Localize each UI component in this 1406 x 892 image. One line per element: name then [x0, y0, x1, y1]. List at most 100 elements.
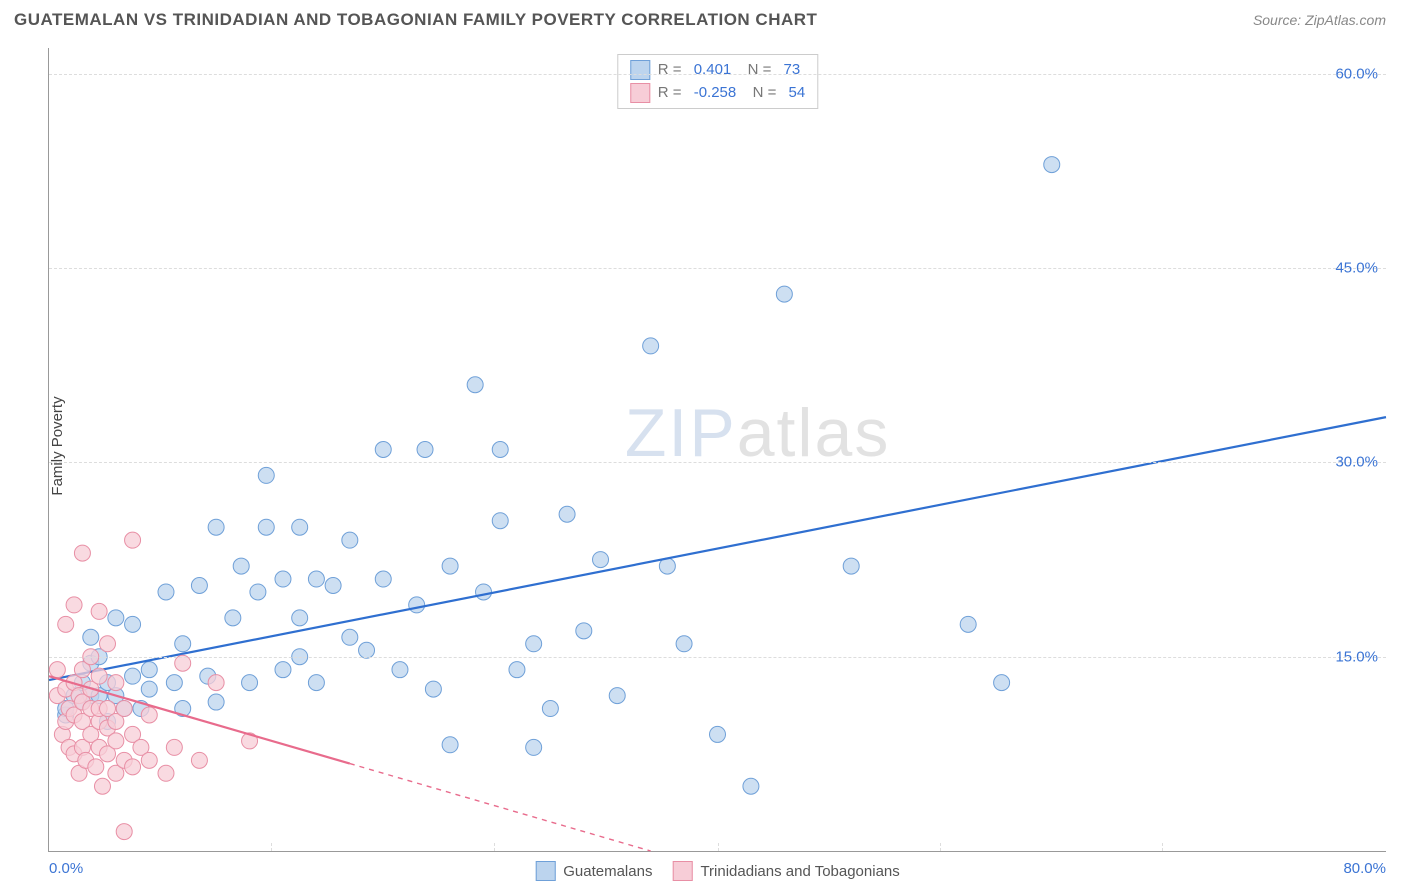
data-point [308, 571, 324, 587]
data-point [542, 701, 558, 717]
data-point [166, 675, 182, 691]
data-point [88, 759, 104, 775]
data-point [258, 467, 274, 483]
stats-row: R = -0.258 N = 54 [630, 82, 805, 105]
data-point [158, 584, 174, 600]
data-point [526, 636, 542, 652]
trend-line [49, 417, 1386, 680]
data-point [108, 610, 124, 626]
data-point [467, 377, 483, 393]
data-point [960, 616, 976, 632]
data-point [49, 662, 65, 678]
data-point [242, 675, 258, 691]
trend-line-extrapolated [350, 764, 651, 851]
x-tick-mark [271, 843, 272, 851]
legend-item: Trinidadians and Tobagonians [672, 861, 899, 881]
data-point [141, 752, 157, 768]
n-value: 54 [784, 82, 805, 105]
data-point [91, 668, 107, 684]
source-attribution: Source: ZipAtlas.com [1253, 12, 1386, 28]
legend-swatch [535, 861, 555, 881]
legend-item: Guatemalans [535, 861, 652, 881]
data-point [208, 519, 224, 535]
data-point [676, 636, 692, 652]
series-legend: Guatemalans Trinidadians and Tobagonians [535, 861, 900, 881]
chart-title: GUATEMALAN VS TRINIDADIAN AND TOBAGONIAN… [14, 10, 817, 30]
y-tick-label: 15.0% [1335, 648, 1378, 665]
y-tick-label: 30.0% [1335, 454, 1378, 471]
data-point [994, 675, 1010, 691]
data-point [425, 681, 441, 697]
data-point [141, 662, 157, 678]
data-point [233, 558, 249, 574]
legend-swatch [672, 861, 692, 881]
stats-row: R = 0.401 N = 73 [630, 59, 805, 82]
data-point [125, 668, 141, 684]
r-label: R = [658, 59, 682, 82]
data-point [99, 636, 115, 652]
data-point [526, 739, 542, 755]
data-point [392, 662, 408, 678]
n-label: N = [739, 59, 771, 82]
data-point [342, 629, 358, 645]
data-point [275, 662, 291, 678]
y-tick-label: 60.0% [1335, 65, 1378, 82]
x-tick-mark [940, 843, 941, 851]
data-point [125, 759, 141, 775]
data-point [66, 597, 82, 613]
data-point [375, 571, 391, 587]
data-point [292, 519, 308, 535]
data-point [108, 675, 124, 691]
data-point [58, 616, 74, 632]
data-point [409, 597, 425, 613]
data-point [116, 824, 132, 840]
data-point [442, 737, 458, 753]
correlation-stats-box: R = 0.401 N = 73R = -0.258 N = 54 [617, 54, 818, 109]
data-point [325, 577, 341, 593]
data-point [175, 636, 191, 652]
legend-label: Trinidadians and Tobagonians [700, 863, 899, 880]
scatter-svg [49, 48, 1386, 851]
legend-swatch [630, 83, 650, 103]
data-point [476, 584, 492, 600]
legend-label: Guatemalans [563, 863, 652, 880]
data-point [191, 577, 207, 593]
data-point [417, 442, 433, 458]
data-point [94, 778, 110, 794]
data-point [609, 688, 625, 704]
data-point [509, 662, 525, 678]
data-point [91, 603, 107, 619]
data-point [1044, 157, 1060, 173]
data-point [125, 616, 141, 632]
data-point [375, 442, 391, 458]
data-point [492, 442, 508, 458]
data-point [776, 286, 792, 302]
data-point [593, 552, 609, 568]
data-point [292, 610, 308, 626]
gridline-horizontal [49, 268, 1386, 269]
x-tick-mark [494, 843, 495, 851]
x-tick-mark [718, 843, 719, 851]
data-point [492, 513, 508, 529]
data-point [74, 545, 90, 561]
chart-plot-area: ZIPatlas R = 0.401 N = 73R = -0.258 N = … [48, 48, 1386, 852]
data-point [743, 778, 759, 794]
data-point [83, 629, 99, 645]
data-point [710, 726, 726, 742]
data-point [258, 519, 274, 535]
r-value: -0.258 [690, 82, 737, 105]
data-point [191, 752, 207, 768]
gridline-horizontal [49, 462, 1386, 463]
data-point [342, 532, 358, 548]
data-point [643, 338, 659, 354]
n-value: 73 [779, 59, 800, 82]
gridline-horizontal [49, 657, 1386, 658]
data-point [208, 694, 224, 710]
r-value: 0.401 [690, 59, 732, 82]
x-tick-mark [1162, 843, 1163, 851]
data-point [308, 675, 324, 691]
data-point [250, 584, 266, 600]
data-point [225, 610, 241, 626]
legend-swatch [630, 60, 650, 80]
data-point [576, 623, 592, 639]
